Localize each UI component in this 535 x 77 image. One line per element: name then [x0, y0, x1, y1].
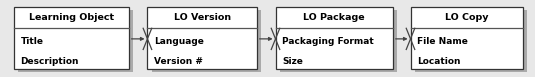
- Text: Packaging Format: Packaging Format: [282, 37, 373, 46]
- Text: Location: Location: [417, 57, 461, 66]
- Bar: [14, 7, 129, 69]
- Text: Language: Language: [154, 37, 204, 46]
- Text: Learning Object: Learning Object: [29, 13, 114, 22]
- Bar: [276, 7, 393, 69]
- Bar: [152, 10, 261, 72]
- Bar: [415, 10, 527, 72]
- Text: LO Copy: LO Copy: [445, 13, 488, 22]
- Text: LO Version: LO Version: [173, 13, 231, 22]
- Bar: [410, 7, 523, 69]
- Text: File Name: File Name: [417, 37, 468, 46]
- Text: LO Package: LO Package: [303, 13, 365, 22]
- Bar: [148, 7, 257, 69]
- Text: Title: Title: [20, 37, 43, 46]
- Text: Description: Description: [20, 57, 79, 66]
- Bar: [280, 10, 397, 72]
- Text: Size: Size: [282, 57, 303, 66]
- Text: Version #: Version #: [154, 57, 203, 66]
- Bar: [18, 10, 133, 72]
